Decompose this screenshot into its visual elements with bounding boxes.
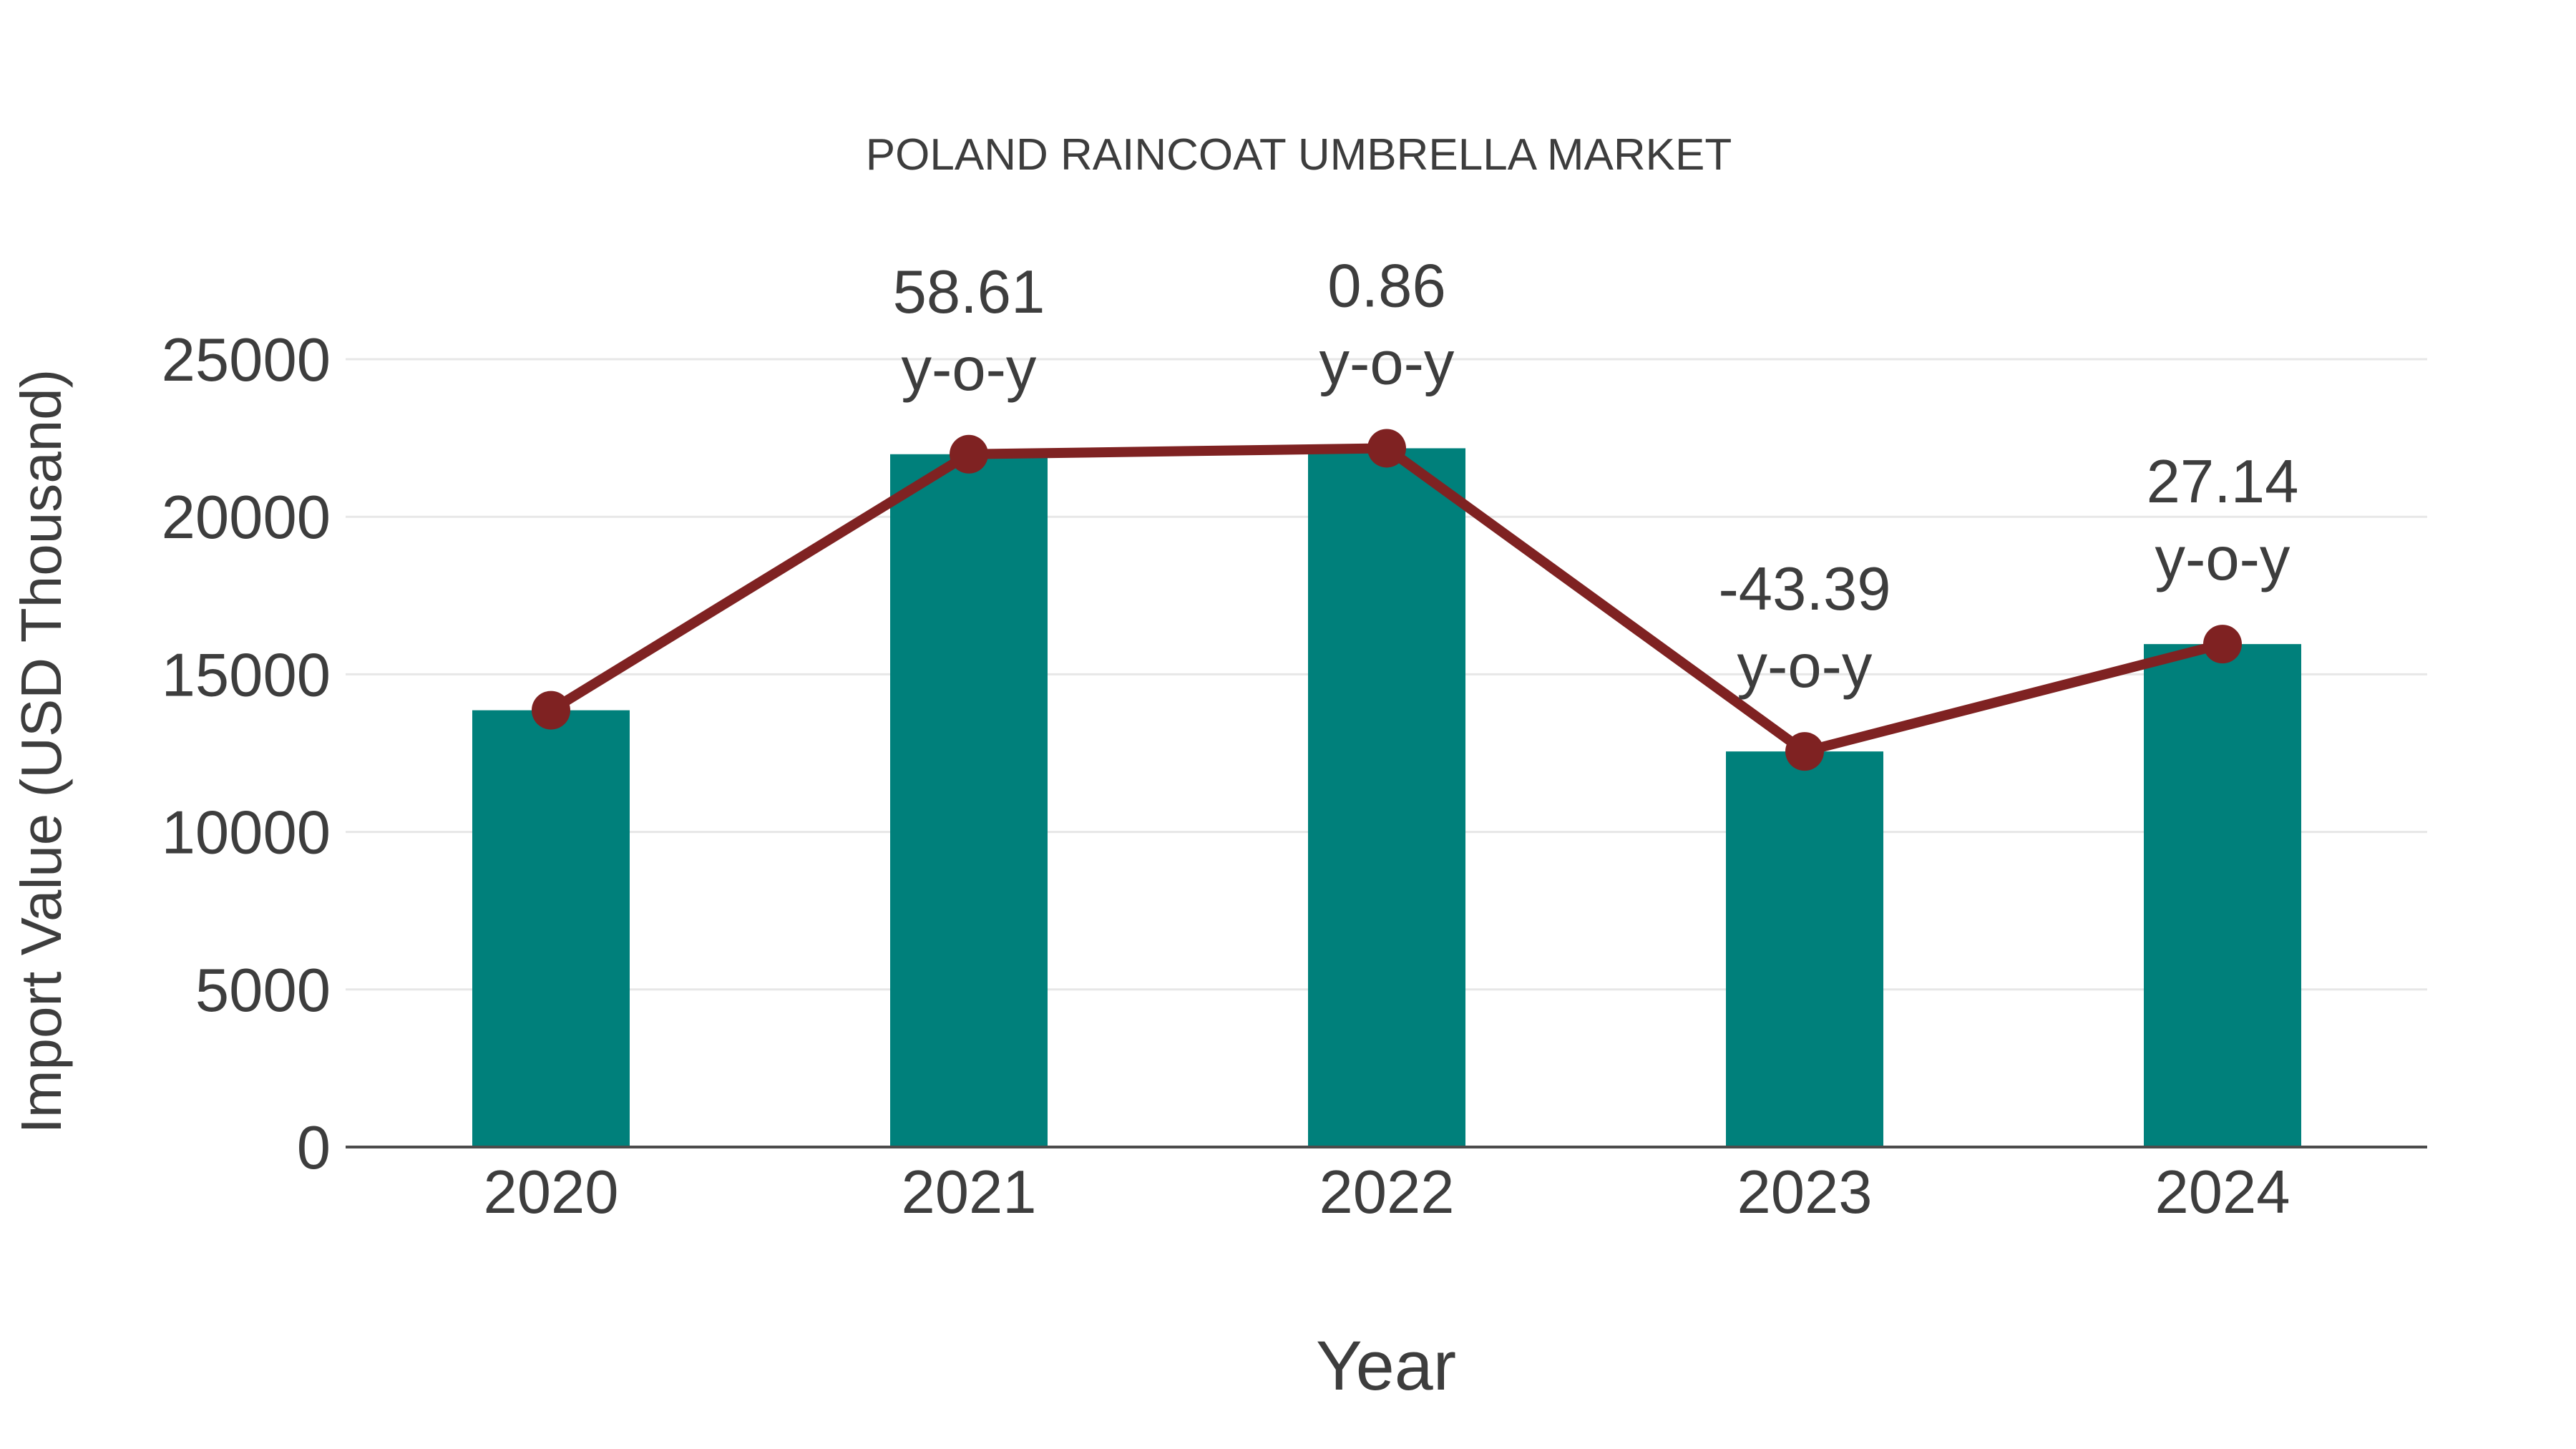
annotation-2024-label: y-o-y	[2155, 525, 2290, 593]
x-tick-label-2021: 2021	[901, 1158, 1036, 1226]
bar-2020	[472, 710, 630, 1147]
annotations-group: 58.61 y-o-y 0.86 y-o-y -43.39 y-o-y 27.14 y-o-y	[893, 252, 2299, 701]
x-tick-label-2023: 2023	[1737, 1158, 1872, 1226]
annotation-2022-label: y-o-y	[1319, 329, 1455, 397]
x-tick-label-2022: 2022	[1319, 1158, 1454, 1226]
x-tick-labels-group: 2020 2021 2022 2023 2024	[483, 1158, 2290, 1226]
y-tick-label-15000: 15000	[162, 641, 331, 709]
y-tick-labels-group: 0 5000 10000 15000 20000 25000	[162, 326, 331, 1182]
bar-2022	[1308, 448, 1465, 1147]
marker-2023	[1785, 732, 1824, 771]
marker-2020	[532, 691, 570, 730]
x-axis-title: Year	[1316, 1327, 1456, 1405]
annotation-2023-value: -43.39	[1718, 555, 1890, 623]
bar-2021	[890, 454, 1048, 1147]
y-tick-label-10000: 10000	[162, 799, 331, 867]
x-tick-label-2024: 2024	[2155, 1158, 2290, 1226]
bar-2023	[1726, 751, 1883, 1147]
annotation-2023-label: y-o-y	[1737, 633, 1873, 701]
bar-2024	[2144, 644, 2301, 1147]
markers-group	[532, 429, 2242, 771]
y-axis-title: Import Value (USD Thousand)	[9, 369, 73, 1134]
marker-2022	[1367, 429, 1406, 468]
annotation-2021-value: 58.61	[893, 258, 1045, 326]
annotation-2022-value: 0.86	[1327, 252, 1445, 320]
marker-2024	[2203, 625, 2242, 664]
annotation-2024-value: 27.14	[2147, 448, 2299, 516]
y-tick-label-20000: 20000	[162, 484, 331, 552]
bars-group	[472, 448, 2301, 1147]
y-tick-label-5000: 5000	[195, 957, 331, 1025]
y-tick-label-0: 0	[297, 1114, 331, 1182]
chart-title: POLAND RAINCOAT UMBRELLA MARKET	[866, 130, 1732, 180]
marker-2021	[950, 434, 988, 474]
x-tick-label-2020: 2020	[483, 1158, 618, 1226]
annotation-2021-label: y-o-y	[902, 336, 1037, 404]
y-tick-label-25000: 25000	[162, 326, 331, 394]
